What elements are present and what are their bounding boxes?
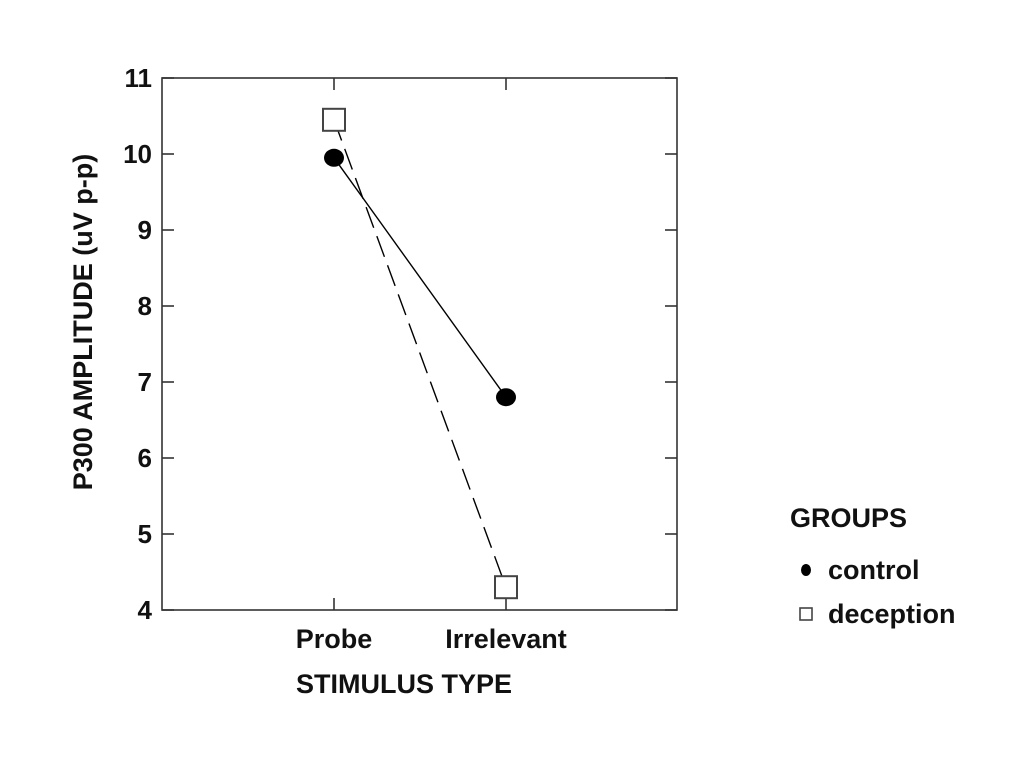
series-line-control (333, 157, 507, 398)
y-tick-label: 10 (123, 139, 152, 169)
x-tick-label: Irrelevant (445, 624, 567, 654)
y-tick-label: 7 (138, 367, 152, 397)
series-control (324, 148, 516, 407)
x-axis: Probe Irrelevant (296, 78, 567, 654)
data-point-control (496, 388, 516, 407)
legend-title: GROUPS (790, 503, 907, 533)
plot-area (161, 77, 678, 611)
legend: GROUPS control deception (790, 503, 956, 629)
y-tick-label: 9 (138, 215, 152, 245)
legend-label-deception: deception (828, 599, 956, 629)
y-tick-label: 8 (138, 291, 152, 321)
legend-label-control: control (828, 555, 920, 585)
y-tick-label: 5 (138, 519, 152, 549)
series-deception (322, 107, 518, 600)
legend-marker-deception (799, 607, 813, 621)
x-axis-title: STIMULUS TYPE (296, 669, 512, 699)
data-point-control (324, 148, 344, 167)
y-axis: 4 5 6 7 8 9 10 11 (123, 63, 677, 625)
series-line-deception (333, 119, 507, 588)
x-tick-label: Probe (296, 624, 373, 654)
legend-marker-control (801, 564, 811, 576)
plot-frame (161, 77, 678, 611)
y-axis-title: P300 AMPLITUDE (uV p-p) (68, 154, 98, 491)
y-tick-label: 4 (138, 595, 153, 625)
y-tick-label: 6 (138, 443, 152, 473)
data-point-deception (494, 575, 518, 600)
data-point-deception (322, 107, 346, 132)
y-tick-label: 11 (125, 63, 153, 93)
series-group (322, 107, 518, 600)
